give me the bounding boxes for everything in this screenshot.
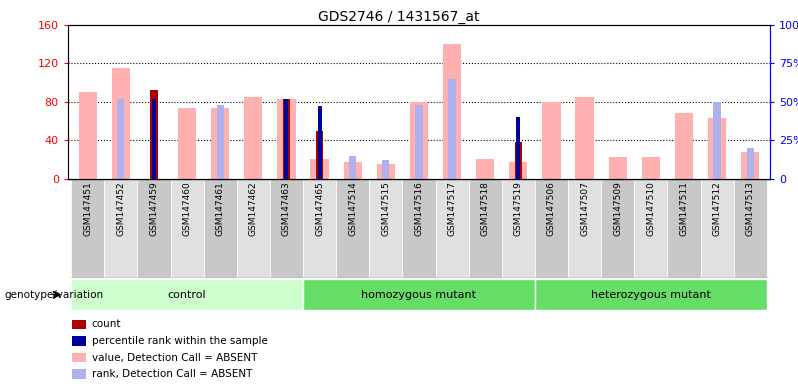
Text: homozygous mutant: homozygous mutant (361, 290, 476, 300)
Text: GSM147514: GSM147514 (348, 182, 358, 236)
Bar (282, 99, 290, 179)
Bar (415, 105, 423, 179)
Bar (303, 179, 336, 278)
Bar (150, 90, 157, 179)
Bar (369, 179, 402, 278)
Text: GSM147507: GSM147507 (580, 182, 589, 237)
Text: control: control (168, 290, 207, 300)
Bar (609, 157, 626, 179)
Bar (344, 162, 361, 179)
Bar (377, 164, 395, 179)
Bar (282, 99, 290, 179)
Bar (509, 162, 527, 179)
Text: GSM147518: GSM147518 (480, 182, 490, 237)
Bar (515, 142, 522, 179)
Bar (516, 117, 520, 179)
Bar (303, 279, 535, 310)
Text: GSM147515: GSM147515 (381, 182, 390, 237)
Bar (171, 179, 203, 278)
Bar (468, 179, 502, 278)
Text: GSM147512: GSM147512 (713, 182, 721, 236)
Text: GSM147516: GSM147516 (414, 182, 424, 237)
Text: GSM147513: GSM147513 (745, 182, 755, 237)
Text: percentile rank within the sample: percentile rank within the sample (92, 336, 267, 346)
Text: GSM147510: GSM147510 (646, 182, 655, 237)
Bar (216, 105, 224, 179)
Bar (575, 97, 594, 179)
Bar (270, 179, 303, 278)
Text: rank, Detection Call = ABSENT: rank, Detection Call = ABSENT (92, 369, 252, 379)
Bar (203, 179, 237, 278)
Text: count: count (92, 319, 121, 329)
Bar (71, 179, 105, 278)
Bar (443, 44, 461, 179)
Bar (402, 179, 436, 278)
Bar (278, 99, 295, 179)
Bar (515, 145, 522, 179)
Bar (708, 118, 726, 179)
Text: value, Detection Call = ABSENT: value, Detection Call = ABSENT (92, 353, 257, 362)
Text: GSM147506: GSM147506 (547, 182, 556, 237)
Bar (713, 102, 721, 179)
Bar (601, 179, 634, 278)
Bar (382, 160, 389, 179)
Text: GSM147509: GSM147509 (613, 182, 622, 237)
Bar (150, 99, 157, 179)
Bar (211, 109, 229, 179)
Bar (78, 92, 97, 179)
Bar (568, 179, 601, 278)
Bar (284, 99, 288, 179)
Bar (642, 157, 660, 179)
Text: heterozygous mutant: heterozygous mutant (591, 290, 711, 300)
Bar (244, 97, 263, 179)
Bar (318, 106, 322, 179)
Bar (117, 99, 124, 179)
Text: GSM147459: GSM147459 (149, 182, 159, 236)
Text: GSM147462: GSM147462 (249, 182, 258, 236)
Bar (701, 179, 733, 278)
Bar (316, 131, 323, 179)
Text: GSM147460: GSM147460 (183, 182, 192, 236)
Bar (448, 79, 456, 179)
Bar (535, 179, 568, 278)
Text: GSM147461: GSM147461 (215, 182, 225, 236)
Bar (741, 152, 760, 179)
Bar (675, 113, 693, 179)
Text: GSM147519: GSM147519 (514, 182, 523, 237)
Bar (436, 179, 468, 278)
Bar (410, 102, 428, 179)
Bar (71, 279, 303, 310)
Bar (667, 179, 701, 278)
Bar (105, 179, 137, 278)
Bar (349, 156, 357, 179)
Text: genotype/variation: genotype/variation (4, 290, 103, 300)
Bar (178, 109, 196, 179)
Bar (543, 102, 560, 179)
Text: GSM147452: GSM147452 (117, 182, 125, 236)
Bar (733, 179, 767, 278)
Bar (476, 159, 494, 179)
Text: GSM147465: GSM147465 (315, 182, 324, 236)
Bar (535, 279, 767, 310)
Text: GSM147517: GSM147517 (448, 182, 456, 237)
Bar (310, 159, 329, 179)
Text: GSM147451: GSM147451 (83, 182, 93, 236)
Text: GSM147463: GSM147463 (282, 182, 291, 236)
Bar (237, 179, 270, 278)
Bar (112, 68, 130, 179)
Bar (137, 179, 171, 278)
Bar (152, 99, 156, 179)
Text: GSM147511: GSM147511 (679, 182, 689, 237)
Bar (747, 148, 754, 179)
Text: GDS2746 / 1431567_at: GDS2746 / 1431567_at (318, 10, 480, 23)
Bar (502, 179, 535, 278)
Bar (634, 179, 667, 278)
Bar (336, 179, 369, 278)
